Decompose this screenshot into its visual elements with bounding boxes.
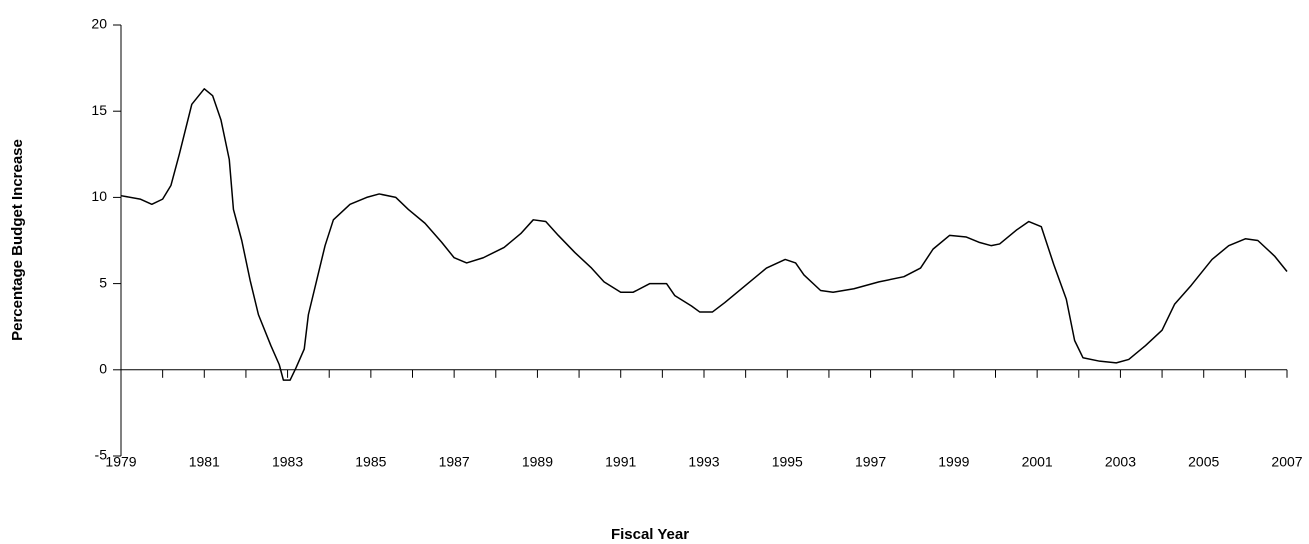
x-tick-label: 2003 [1105, 454, 1136, 470]
x-tick-label: 1983 [272, 454, 303, 470]
y-tick-label: 15 [91, 102, 107, 118]
x-tick-label: 2005 [1188, 454, 1219, 470]
y-tick-label: 5 [99, 274, 107, 290]
x-tick-label: 2007 [1271, 454, 1302, 470]
x-tick-label: 1979 [105, 454, 136, 470]
x-tick-label: 1997 [855, 454, 886, 470]
x-tick-label: 1989 [522, 454, 553, 470]
data-line [120, 88, 1288, 381]
x-tick-label: 1987 [439, 454, 470, 470]
x-axis-title: Fiscal Year [611, 526, 689, 543]
y-axis-title: Percentage Budget Increase [9, 139, 26, 341]
x-tick-label: 1993 [688, 454, 719, 470]
y-tick-label: 0 [99, 361, 107, 377]
y-tick-label: -5 [95, 447, 108, 463]
x-tick-label: 1991 [605, 454, 636, 470]
x-tick-label: 1985 [355, 454, 386, 470]
x-tick-label: 1999 [938, 454, 969, 470]
x-tick-label: 1995 [772, 454, 803, 470]
y-tick-label: 10 [91, 188, 107, 204]
x-tick-label: 1981 [189, 454, 220, 470]
x-tick-label: 2001 [1022, 454, 1053, 470]
y-tick-label: 20 [91, 16, 107, 32]
